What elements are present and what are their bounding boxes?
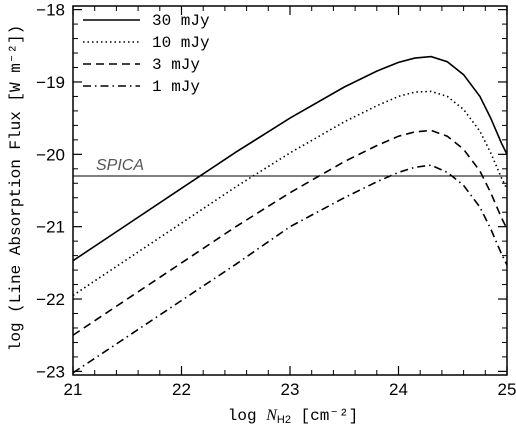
y-tick-label: −20 xyxy=(36,145,65,164)
x-axis-label-unit: [cm⁻²] xyxy=(291,407,358,425)
x-tick-label: 21 xyxy=(64,380,83,399)
series-line-3-mjy xyxy=(73,129,507,336)
x-tick-label: 23 xyxy=(281,380,300,399)
x-axis-label-var: N xyxy=(265,407,278,424)
y-axis-label: log (Line Absorption Flux [W m⁻²]) xyxy=(7,25,25,351)
x-axis-label: log NH2 [cm⁻²] xyxy=(228,407,358,426)
x-tick-label: 24 xyxy=(389,380,408,399)
legend-label: 30 mJy xyxy=(152,12,210,30)
y-tick-label: −22 xyxy=(36,290,65,309)
series-line-30-mjy xyxy=(73,55,507,262)
y-tick-label: −19 xyxy=(36,73,65,92)
legend-label: 1 mJy xyxy=(152,78,200,96)
x-tick-label: 22 xyxy=(172,380,191,399)
legend: 30 mJy 10 mJy 3 mJy 1 mJy xyxy=(83,12,210,96)
ticks-layer: 21 22 23 24 25 −23 −22 −21 −20 −19 −18 xyxy=(36,1,516,399)
legend-label: 10 mJy xyxy=(152,34,210,52)
legend-label: 3 mJy xyxy=(152,56,200,74)
x-axis-label-sub: H2 xyxy=(277,414,291,426)
x-axis-label-prefix: log xyxy=(228,407,266,425)
series-layer xyxy=(73,55,507,374)
series-line-1-mjy xyxy=(73,164,507,374)
series-line-10-mjy xyxy=(73,90,507,297)
spica-label: SPICA xyxy=(96,157,144,174)
y-tick-label: −21 xyxy=(36,218,65,237)
y-tick-label: −23 xyxy=(36,362,65,381)
y-tick-label: −18 xyxy=(36,1,65,20)
x-tick-label: 25 xyxy=(498,380,516,399)
